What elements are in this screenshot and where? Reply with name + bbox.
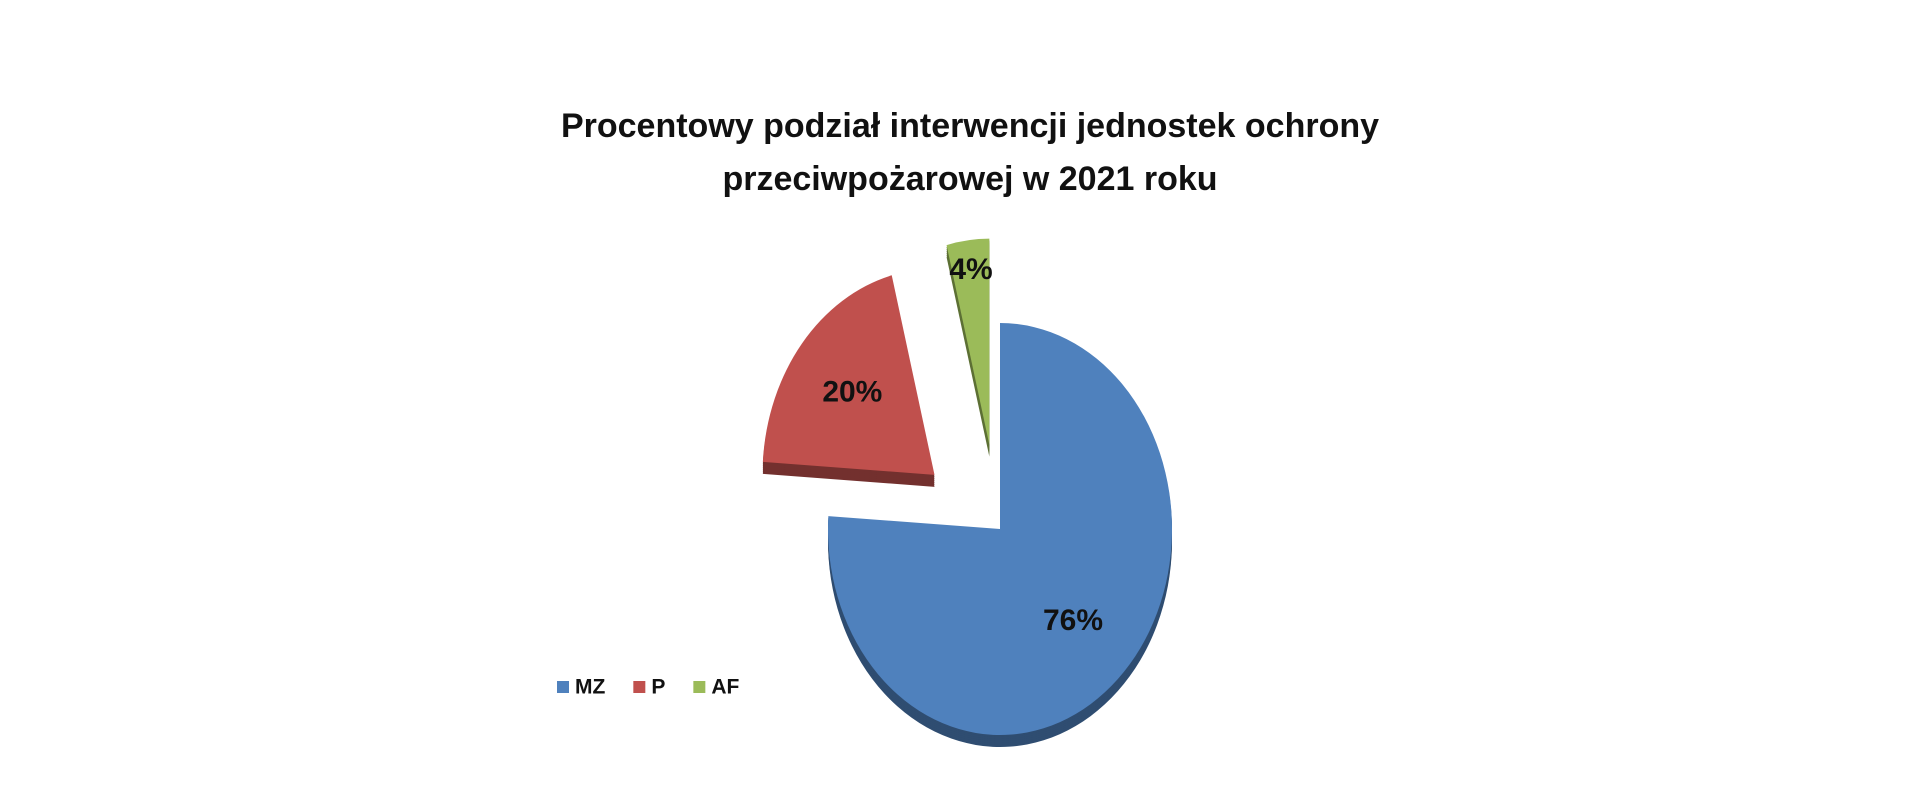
legend-label: MZ [575,676,605,699]
legend-label: AF [711,676,739,699]
slice [762,275,935,475]
slice [828,323,1172,736]
chart-title: Procentowy podział interwencji jednostek… [560,107,1380,198]
legend-swatch [633,681,646,693]
slice [946,238,990,445]
legend-swatch [557,681,569,693]
data-label: 76% [1043,604,1103,637]
data-label: 4% [949,253,992,286]
data-label: 20% [822,375,882,408]
legend-swatch [693,681,706,693]
legend-label: P [651,676,665,699]
